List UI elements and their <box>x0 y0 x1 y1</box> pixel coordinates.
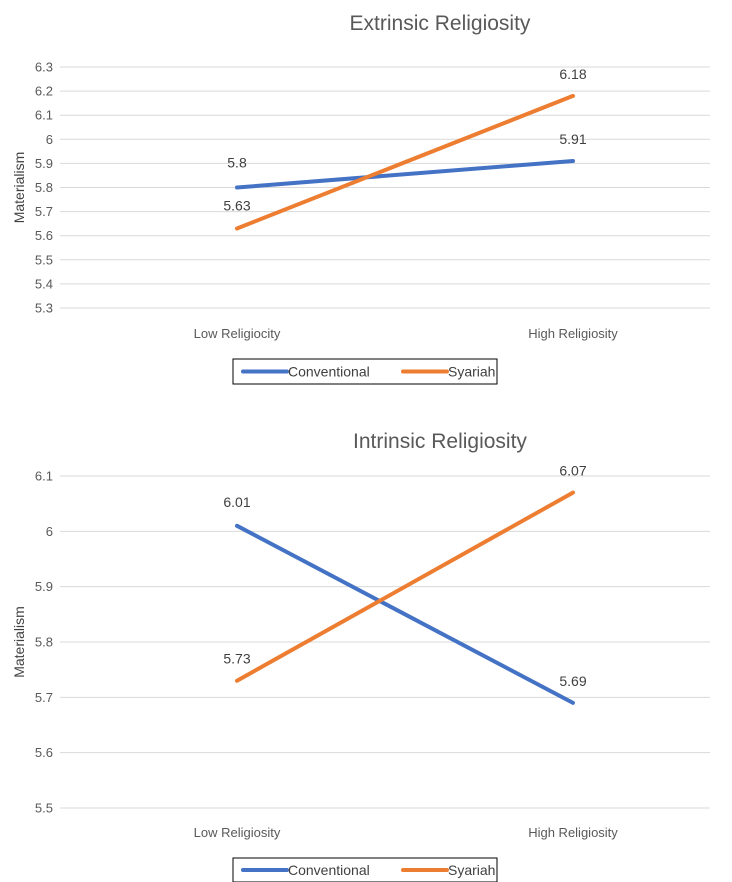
chart-1: Extrinsic Religiosity 5.3 5.4 5.5 5.6 5.7 5.8 5… <box>11 12 710 385</box>
data-label: 6.18 <box>559 66 586 82</box>
data-label: 5.8 <box>227 155 247 171</box>
data-label: 5.91 <box>559 131 586 147</box>
y-tick-label: 6.2 <box>35 84 53 99</box>
legend: Conventional Syariah <box>232 857 498 882</box>
legend-label: Syariah <box>448 862 495 878</box>
data-label: 5.69 <box>559 673 586 689</box>
y-tick-label: 5.7 <box>35 204 53 219</box>
chart-2: Intrinsic Religiosity 5.5 5.6 5.7 5.8 5.9 6 6.1… <box>11 430 710 882</box>
y-tick-label: 5.4 <box>35 276 53 291</box>
y-tick-label: 6 <box>46 524 53 539</box>
legend-label: Conventional <box>288 862 370 878</box>
series-line-syariah <box>235 93 575 231</box>
series-line-conventional <box>235 158 575 190</box>
y-tick-label: 6.1 <box>35 469 53 484</box>
y-tick-label: 5.8 <box>35 635 53 650</box>
y-tick-label: 5.9 <box>35 579 53 594</box>
y-axis-label: Materialism <box>11 606 27 678</box>
legend-label: Conventional <box>288 364 370 380</box>
y-tick-label: 6.1 <box>35 108 53 123</box>
y-tick-label: 6.3 <box>35 60 53 75</box>
x-category-label: High Religiosity <box>528 825 618 840</box>
x-category-label: Low Religiosity <box>194 825 281 840</box>
data-label: 6.01 <box>223 494 250 510</box>
x-category-label: High Religiosity <box>528 326 618 341</box>
y-tick-label: 5.6 <box>35 745 53 760</box>
y-tick-label: 5.5 <box>35 252 53 267</box>
series-line-conventional <box>235 523 575 705</box>
y-tick-label: 5.6 <box>35 228 53 243</box>
data-label: 5.63 <box>223 197 250 213</box>
data-label: 5.73 <box>223 651 250 667</box>
y-tick-label: 5.3 <box>35 301 53 316</box>
x-category-label: Low Religiocity <box>194 326 281 341</box>
chart-title: Extrinsic Religiosity <box>350 12 531 35</box>
data-label: 6.07 <box>559 463 586 479</box>
y-tick-label: 6 <box>46 132 53 147</box>
y-tick-label: 5.8 <box>35 180 53 195</box>
y-axis-label: Materialism <box>11 152 27 224</box>
chart-title: Intrinsic Religiosity <box>353 430 527 453</box>
y-tick-label: 5.9 <box>35 156 53 171</box>
y-tick-label: 5.7 <box>35 690 53 705</box>
y-tick-label: 5.5 <box>35 801 53 816</box>
legend: Conventional Syariah <box>232 358 498 385</box>
series-line-syariah <box>235 490 575 683</box>
legend-label: Syariah <box>448 364 495 380</box>
